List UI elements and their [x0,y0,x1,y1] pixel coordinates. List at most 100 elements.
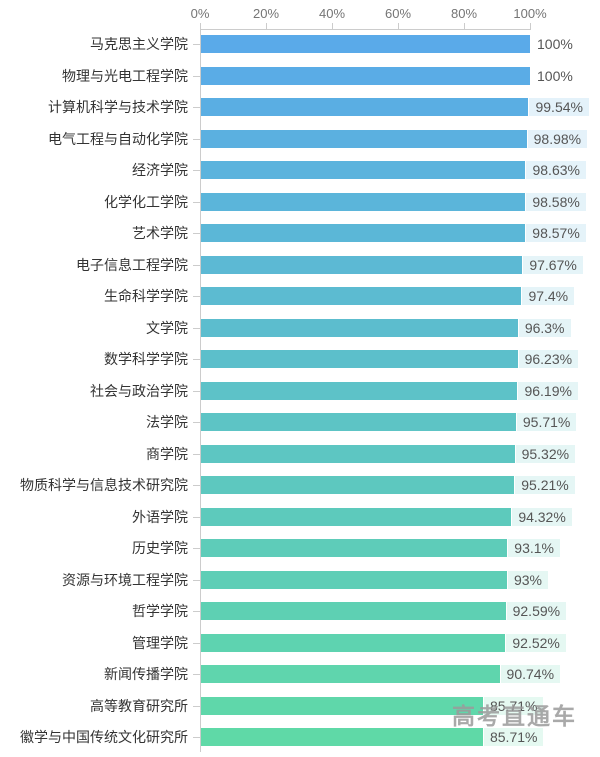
category-label: 资源与环境工程学院 [62,571,188,588]
value-label: 98.63% [526,161,586,179]
bar [201,129,527,148]
value-label: 97.4% [522,287,575,305]
bar [201,507,512,526]
category-tick [193,705,200,707]
bar-row: 社会与政治学院 96.19% [0,381,600,401]
bar [201,665,500,683]
bar-row: 数学科学学院 96.23% [0,349,600,369]
category-tick [193,264,200,266]
category-tick [193,516,200,518]
value-label: 97.67% [523,255,583,274]
bar-row: 哲学学院 92.59% [0,601,600,621]
value-label: 98.98% [527,129,588,148]
value-label: 95.21% [515,476,575,494]
x-tick-label: 40% [318,6,346,21]
value-label: 93.1% [508,539,560,557]
category-tick [193,233,200,234]
x-tick-label: 0% [190,6,210,21]
bar [201,287,522,305]
bar-row: 管理学院 92.52% [0,633,600,653]
category-label: 艺术学院 [132,225,188,241]
bar-row: 马克思主义学院 100% [0,34,600,54]
category-tick [193,611,200,612]
bar-row: 文学院 96.3% [0,318,600,338]
bar [201,66,530,85]
bar-row: 电子信息工程学院 97.67% [0,255,600,275]
category-tick [193,453,200,455]
x-tick-label: 20% [252,6,280,21]
category-label: 马克思主义学院 [90,36,188,52]
category-label: 物质科学与信息技术研究院 [20,477,188,493]
value-label: 100% [537,67,573,84]
bar-row: 计算机科学与技术学院 99.54% [0,97,600,117]
category-tick [193,138,200,140]
bar [201,696,483,715]
value-label: 95.71% [516,413,577,431]
bar [201,255,523,274]
bar [201,476,515,494]
category-label: 电气工程与自动化学院 [48,130,188,147]
bar [201,318,518,337]
x-tick-mark [530,23,531,29]
bar [201,413,516,431]
value-label: 98.57% [526,224,586,242]
bar-row: 商学院 95.32% [0,444,600,464]
category-label: 电子信息工程学院 [76,256,188,273]
category-tick [193,737,200,738]
bar-row: 徽学与中国传统文化研究所 85.71% [0,727,600,747]
category-tick [193,485,200,486]
value-label: 85.71% [483,696,544,715]
bar-row: 电气工程与自动化学院 98.98% [0,129,600,149]
category-tick [193,107,200,108]
value-label: 94.32% [512,507,572,526]
category-label: 管理学院 [132,634,188,651]
category-tick [193,579,200,581]
category-label: 徽学与中国传统文化研究所 [20,729,188,745]
category-label: 生命科学学院 [104,288,188,304]
value-label: 85.71% [483,728,544,746]
x-tick-mark [200,23,201,29]
value-label: 98.58% [526,192,586,211]
x-axis-line [200,29,531,30]
x-tick-label: 60% [384,6,412,21]
category-label: 物理与光电工程学院 [62,67,188,84]
value-label: 96.3% [518,318,571,337]
bar [201,728,483,746]
category-label: 文学院 [146,319,188,336]
bar [201,381,518,400]
value-label: 96.23% [518,350,579,368]
value-label: 95.32% [515,444,576,463]
bar [201,192,526,211]
category-label: 商学院 [146,445,188,462]
bar [201,35,530,53]
category-tick [193,548,200,549]
category-tick [193,170,200,171]
bar-row: 物质科学与信息技术研究院 95.21% [0,475,600,495]
category-tick [193,327,200,329]
x-tick-mark [464,23,465,29]
category-label: 法学院 [146,414,188,430]
bar [201,570,507,589]
y-axis-line [200,29,201,752]
bar-row: 历史学院 93.1% [0,538,600,558]
category-label: 新闻传播学院 [104,666,188,682]
bar [201,350,518,368]
x-tick-mark [266,23,267,29]
value-label: 92.52% [506,633,566,652]
category-tick [193,642,200,644]
bar-row: 高等教育研究所 85.71% [0,696,600,716]
category-tick [193,674,200,675]
bar [201,98,529,116]
value-label: 92.59% [506,602,567,620]
category-tick [193,75,200,77]
category-label: 外语学院 [132,508,188,525]
bar [201,161,526,179]
value-label: 100% [537,36,573,52]
category-label: 高等教育研究所 [90,697,188,714]
category-label: 历史学院 [132,540,188,556]
bar-row: 资源与环境工程学院 93% [0,570,600,590]
category-label: 社会与政治学院 [90,382,188,399]
category-tick [193,422,200,423]
category-tick [193,44,200,45]
